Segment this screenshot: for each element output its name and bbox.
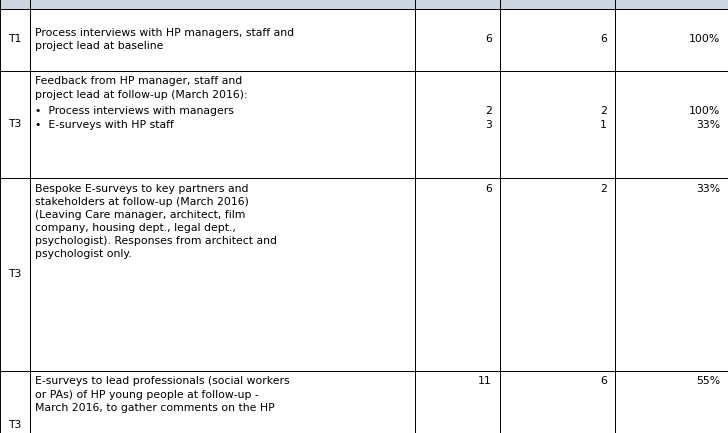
Bar	[0, 178, 30, 371]
Bar	[30, 371, 415, 433]
Text: 33%: 33%	[696, 120, 720, 130]
Text: T1: T1	[8, 35, 22, 45]
Bar	[500, 371, 615, 433]
Bar	[615, 71, 728, 178]
Text: 6: 6	[485, 184, 492, 194]
Text: •  Process interviews with managers: • Process interviews with managers	[35, 106, 234, 116]
Bar	[615, 371, 728, 433]
Text: T3: T3	[8, 119, 22, 129]
Bar	[30, 0, 415, 9]
Text: 6: 6	[485, 35, 492, 45]
Bar	[500, 0, 615, 9]
Text: 6: 6	[600, 35, 607, 45]
Text: 11: 11	[478, 377, 492, 387]
Bar	[0, 0, 30, 9]
Text: 100%: 100%	[689, 35, 720, 45]
Bar	[30, 178, 415, 371]
Bar	[415, 178, 500, 371]
Bar	[30, 71, 415, 178]
Bar	[0, 371, 30, 433]
Bar	[500, 71, 615, 178]
Text: T3: T3	[8, 269, 22, 279]
Text: 2: 2	[485, 106, 492, 116]
Text: •  E-surveys with HP staff: • E-surveys with HP staff	[35, 120, 174, 130]
Text: 100%: 100%	[689, 106, 720, 116]
Bar	[415, 0, 500, 9]
Bar	[0, 9, 30, 71]
Bar	[30, 9, 415, 71]
Text: 2: 2	[600, 184, 607, 194]
Bar	[0, 71, 30, 178]
Text: Bespoke E-surveys to key partners and
stakeholders at follow-up (March 2016)
(Le: Bespoke E-surveys to key partners and st…	[35, 184, 277, 259]
Text: 2: 2	[600, 106, 607, 116]
Text: E-surveys to lead professionals (social workers
or PAs) of HP young people at fo: E-surveys to lead professionals (social …	[35, 377, 290, 413]
Text: 6: 6	[600, 377, 607, 387]
Text: 1: 1	[600, 120, 607, 130]
Bar	[415, 371, 500, 433]
Text: Process interviews with HP managers, staff and
project lead at baseline: Process interviews with HP managers, sta…	[35, 28, 294, 51]
Text: Feedback from HP manager, staff and
project lead at follow-up (March 2016):: Feedback from HP manager, staff and proj…	[35, 77, 248, 100]
Bar	[500, 9, 615, 71]
Bar	[615, 9, 728, 71]
Bar	[615, 0, 728, 9]
Text: T3: T3	[8, 420, 22, 430]
Bar	[500, 178, 615, 371]
Bar	[615, 178, 728, 371]
Text: 33%: 33%	[696, 184, 720, 194]
Bar	[415, 9, 500, 71]
Text: 3: 3	[485, 120, 492, 130]
Bar	[415, 71, 500, 178]
Text: 55%: 55%	[696, 377, 720, 387]
